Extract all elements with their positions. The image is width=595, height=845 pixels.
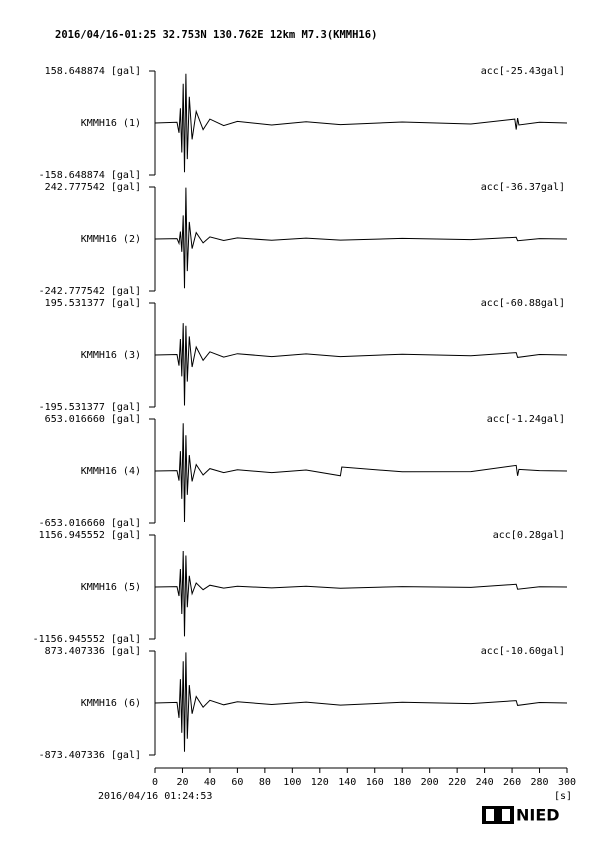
x-tick-label: 200 [421, 777, 439, 788]
annotation: acc[-1.24gal] [487, 414, 565, 425]
y-tick-label: 242.777542 [gal] [45, 182, 141, 193]
x-tick-label: 100 [283, 777, 301, 788]
x-tick-label: 300 [558, 777, 576, 788]
x-tick-label: 180 [393, 777, 411, 788]
y-tick-label: 873.407336 [gal] [45, 646, 141, 657]
x-tick-label: 120 [311, 777, 329, 788]
x-tick-label: 80 [259, 777, 271, 788]
x-tick-label: 60 [231, 777, 243, 788]
y-tick-label: 1156.945552 [gal] [39, 530, 141, 541]
annotation: acc[0.28gal] [493, 530, 565, 541]
y-tick-label: 195.531377 [gal] [45, 298, 141, 309]
y-tick-label: -195.531377 [gal] [39, 402, 141, 413]
station-label: KMMH16 (1) [81, 118, 141, 129]
annotation: acc[-60.88gal] [481, 298, 565, 309]
annotation: acc[-25.43gal] [481, 66, 565, 77]
station-label: KMMH16 (5) [81, 582, 141, 593]
start-time: 2016/04/16 01:24:53 [98, 791, 212, 802]
logo-bar [494, 809, 502, 821]
x-tick-label: 140 [338, 777, 356, 788]
y-tick-label: -873.407336 [gal] [39, 750, 141, 761]
station-label: KMMH16 (6) [81, 698, 141, 709]
station-label: KMMH16 (3) [81, 350, 141, 361]
waveform [154, 550, 568, 637]
x-tick-label: 0 [152, 777, 158, 788]
x-tick-label: 260 [503, 777, 521, 788]
x-axis-label: [s] [554, 791, 572, 802]
y-tick-label: 653.016660 [gal] [45, 414, 141, 425]
station-label: KMMH16 (4) [81, 466, 141, 477]
x-tick-label: 220 [448, 777, 466, 788]
station-label: KMMH16 (2) [81, 234, 141, 245]
waveform [154, 652, 568, 752]
logo: NIED [482, 806, 560, 825]
x-tick-label: 160 [366, 777, 384, 788]
x-tick-label: 280 [531, 777, 549, 788]
waveform [154, 323, 568, 406]
annotation: acc[-36.37gal] [481, 182, 565, 193]
waveform [154, 187, 568, 289]
x-tick-label: 20 [176, 777, 188, 788]
annotation: acc[-10.60gal] [481, 646, 565, 657]
chart-title: 2016/04/16-01:25 32.753N 130.762E 12km M… [55, 29, 377, 41]
x-tick-label: 40 [204, 777, 216, 788]
logo-text: NIED [516, 806, 560, 825]
y-tick-label: -1156.945552 [gal] [33, 634, 141, 645]
y-tick-label: -242.777542 [gal] [39, 286, 141, 297]
y-tick-label: -653.016660 [gal] [39, 518, 141, 529]
waveform [154, 73, 568, 173]
x-tick-label: 240 [476, 777, 494, 788]
y-tick-label: 158.648874 [gal] [45, 66, 141, 77]
waveform [154, 423, 568, 523]
y-tick-label: -158.648874 [gal] [39, 170, 141, 181]
